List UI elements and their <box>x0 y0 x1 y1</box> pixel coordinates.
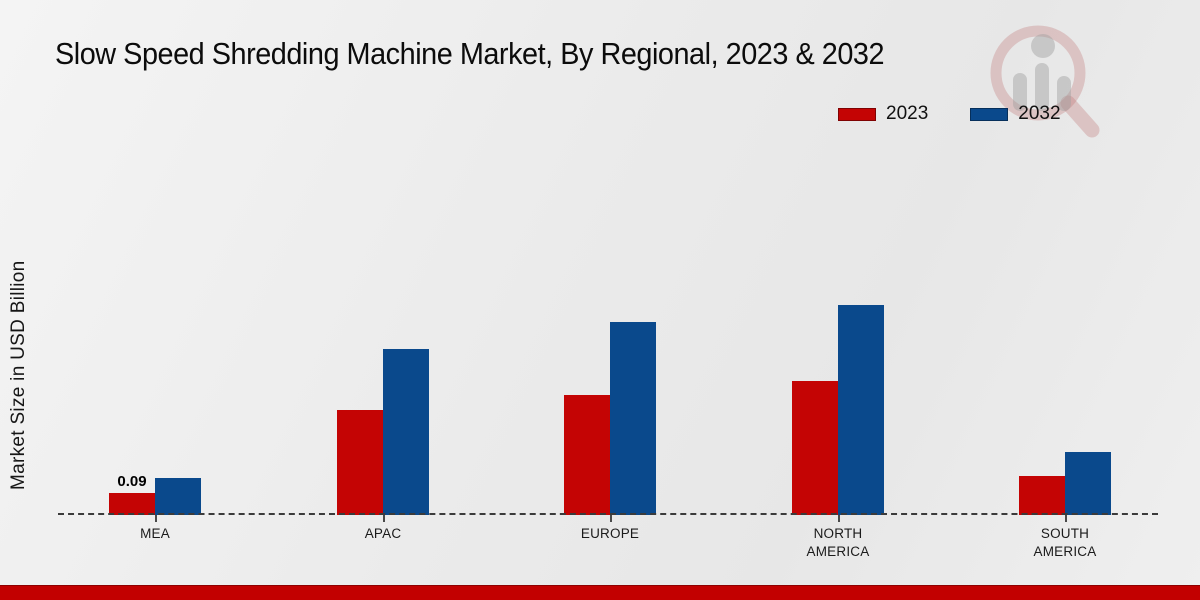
axis-tick <box>1065 515 1067 522</box>
x-axis-baseline <box>58 513 1158 515</box>
axis-tick <box>610 515 612 522</box>
bar-2023-south-america <box>1019 476 1065 515</box>
category-label-europe: EUROPE <box>580 526 640 541</box>
axis-tick <box>155 515 157 522</box>
bar-2032-north-america <box>838 305 884 515</box>
bar-2032-apac <box>383 349 429 515</box>
category-label-north-america: NORTH AMERICA <box>806 526 870 559</box>
legend-item-2032: 2032 <box>970 103 1061 125</box>
legend: 2023 2032 <box>838 103 1061 125</box>
bar-2032-mea <box>155 478 201 515</box>
bar-2023-apac <box>337 410 383 515</box>
legend-item-2023: 2023 <box>838 103 928 125</box>
data-label-mea-2023: 0.09 <box>117 473 147 490</box>
legend-swatch-2023-icon <box>838 107 876 121</box>
footer-accent-bar <box>0 585 1200 600</box>
bar-2032-south-america <box>1065 452 1111 515</box>
y-axis-title: Market Size in USD Billion <box>8 260 29 490</box>
category-label-south-america: SOUTH AMERICA <box>1033 526 1097 559</box>
chart-title: Slow Speed Shredding Machine Market, By … <box>55 36 885 71</box>
legend-label-2023: 2023 <box>886 103 929 124</box>
bar-2023-north-america <box>792 381 838 515</box>
category-label-mea: MEA <box>140 526 170 541</box>
legend-label-2032: 2032 <box>1018 103 1061 124</box>
legend-swatch-2032-icon <box>970 107 1009 121</box>
category-label-apac: APAC <box>364 526 402 541</box>
bar-2023-europe <box>564 395 610 515</box>
magnifier-bar-chart-logo <box>990 25 1100 138</box>
bar-2023-mea <box>109 493 155 515</box>
axis-tick <box>383 515 385 522</box>
axis-tick <box>838 515 840 522</box>
bar-2032-europe <box>610 322 656 515</box>
